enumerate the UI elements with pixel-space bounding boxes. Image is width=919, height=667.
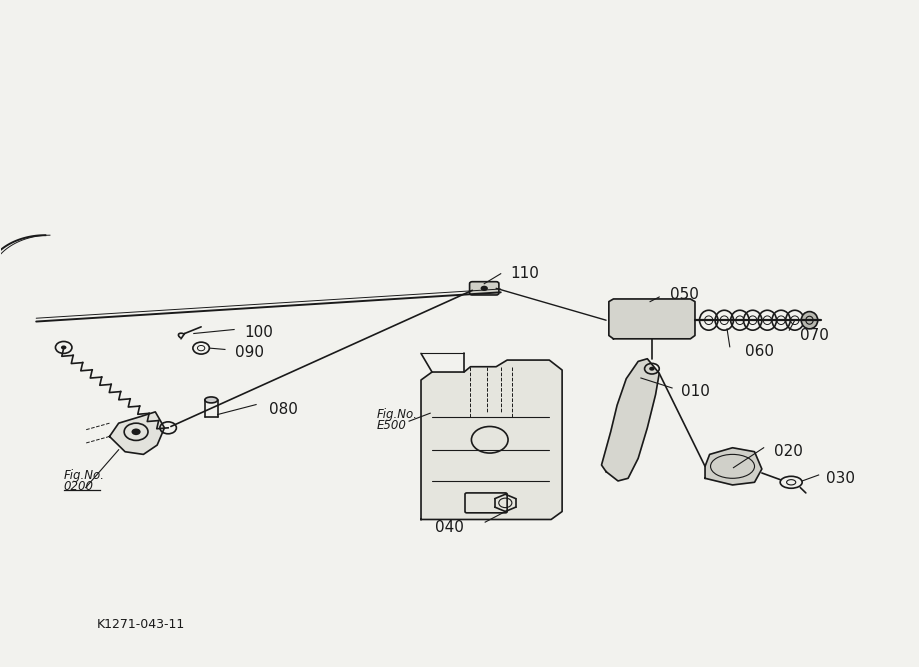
Circle shape xyxy=(481,285,488,291)
Text: 100: 100 xyxy=(244,325,273,340)
Polygon shape xyxy=(602,359,659,481)
Text: 080: 080 xyxy=(269,402,298,417)
Polygon shape xyxy=(109,412,165,454)
Text: Fig.No.: Fig.No. xyxy=(377,408,418,421)
Text: 010: 010 xyxy=(681,384,710,399)
Circle shape xyxy=(649,367,654,371)
Text: 0200: 0200 xyxy=(63,480,94,493)
Text: 030: 030 xyxy=(826,471,855,486)
Text: 040: 040 xyxy=(436,520,464,535)
Ellipse shape xyxy=(801,311,818,329)
Ellipse shape xyxy=(205,397,218,403)
Polygon shape xyxy=(609,299,695,339)
FancyBboxPatch shape xyxy=(470,281,499,295)
Text: 060: 060 xyxy=(745,344,775,359)
Polygon shape xyxy=(705,448,762,485)
Circle shape xyxy=(61,346,66,350)
Text: 090: 090 xyxy=(235,345,264,360)
Text: 020: 020 xyxy=(774,444,802,459)
Text: E500: E500 xyxy=(377,419,407,432)
Text: K1271-043-11: K1271-043-11 xyxy=(96,618,185,631)
Text: 110: 110 xyxy=(510,266,539,281)
Text: Fig.No.: Fig.No. xyxy=(63,469,105,482)
Polygon shape xyxy=(421,360,562,520)
Circle shape xyxy=(131,428,141,435)
Text: 050: 050 xyxy=(670,287,699,302)
Text: 070: 070 xyxy=(800,328,829,343)
